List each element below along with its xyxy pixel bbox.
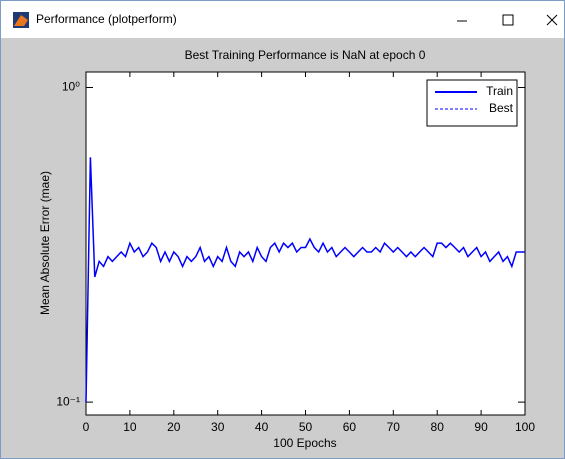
x-tick-label: 60 [343, 420, 357, 434]
title-bar [0, 0, 565, 38]
x-tick-label: 30 [211, 420, 225, 434]
x-tick-label: 10 [123, 420, 137, 434]
window-title: Performance (plotperform) [36, 12, 177, 26]
x-tick-label: 70 [387, 420, 401, 434]
y-tick-label: 10⁻¹ [56, 394, 80, 408]
x-tick-label: 50 [299, 420, 313, 434]
x-axis-label: 100 Epochs [273, 436, 336, 450]
y-axis-label: Mean Absolute Error (mae) [38, 171, 52, 315]
legend-label: Train [486, 84, 513, 98]
x-tick-label: 90 [474, 420, 488, 434]
axes [85, 71, 526, 416]
x-tick-label: 40 [255, 420, 269, 434]
y-tick-label: 10⁰ [62, 80, 80, 94]
x-tick-label: 100 [515, 420, 535, 434]
maximize-button[interactable] [502, 14, 514, 26]
close-button[interactable] [546, 14, 558, 26]
x-tick-label: 80 [431, 420, 445, 434]
app-icon [13, 12, 29, 28]
legend-box [426, 79, 518, 127]
x-tick-label: 0 [83, 420, 90, 434]
train-line [85, 157, 525, 403]
legend-label: Best [489, 101, 514, 115]
x-tick-label: 20 [167, 420, 181, 434]
chart-title: Best Training Performance is NaN at epoc… [185, 48, 426, 62]
